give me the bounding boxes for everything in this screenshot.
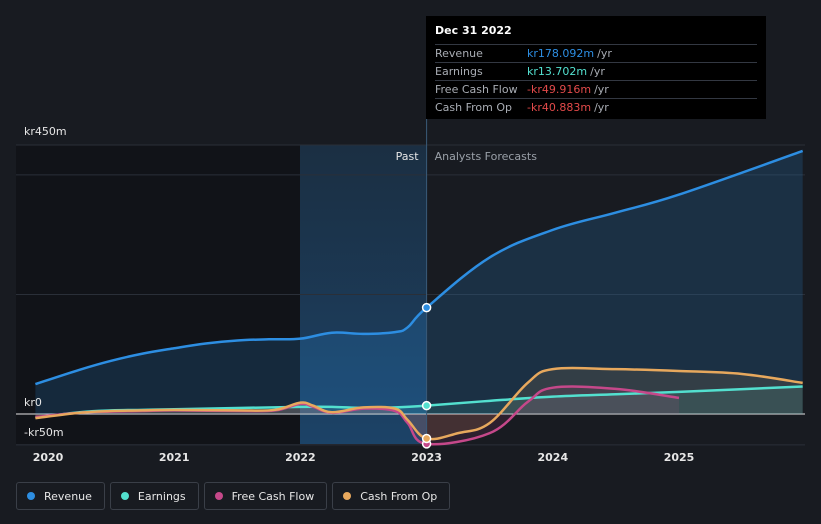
legend-label: Revenue [44,489,92,503]
tooltip-row-unit: /yr [590,65,605,78]
tooltip-date: Dec 31 2022 [435,24,512,37]
past-label: Past [396,150,420,163]
x-tick-label: 2021 [159,451,190,464]
legend-label: Free Cash Flow [231,489,315,503]
legend-dot-icon [343,492,352,500]
tooltip-row-unit: /yr [594,101,609,114]
tooltip: Dec 31 2022 Revenue kr178.092m /yr Earni… [426,16,766,119]
cash-from-op-marker [421,433,432,444]
x-tick-label: 2025 [664,451,695,464]
tooltip-row-value: -kr49.916m [527,83,592,96]
chart: kr450m kr0 -kr50m 2020 2021 2022 2023 2024 2025… [16,16,805,464]
legend-label: Earnings [137,489,186,503]
tooltip-row-cash-from-op: Cash From Op -kr40.883m /yr [435,98,757,116]
x-tick-label: 2023 [411,451,442,464]
legend-item-revenue[interactable]: Revenue [16,482,105,510]
y-tick-label: -kr50m [24,426,64,439]
earnings-marker [421,400,432,411]
legend-item-cash-from-op[interactable]: Cash From Op [332,482,451,510]
tooltip-row-revenue: Revenue kr178.092m /yr [435,44,757,62]
tooltip-row-label: Cash From Op [435,101,513,114]
revenue-line [34,149,804,386]
y-tick-label: kr0 [24,396,42,409]
legend-label: Cash From Op [360,489,438,503]
y-axis-labels: kr450m kr0 -kr50m [24,125,67,439]
tooltip-row-value: -kr40.883m [527,101,592,114]
cash-from-op-line [35,366,803,441]
tooltip-row-unit: /yr [594,83,609,96]
legend-dot-icon [27,492,35,500]
tooltip-markers [421,302,432,449]
tooltip-row-label: Revenue [435,47,483,60]
y-tick-label: kr450m [24,125,67,138]
legend: Revenue Earnings Free Cash Flow Cash Fro… [16,482,451,512]
free-cash-flow-area [35,386,679,445]
legend-item-earnings[interactable]: Earnings [109,482,199,510]
legend-item-free-cash-flow[interactable]: Free Cash Flow [203,482,328,510]
x-tick-label: 2022 [285,451,316,464]
analysts-forecasts-label: Analysts Forecasts [435,150,538,163]
tooltip-row-value: kr178.092m [527,47,595,60]
legend-dot-icon [214,492,223,500]
tooltip-row-label: Earnings [435,65,483,78]
revenue-area [35,150,803,414]
x-tick-label: 2024 [537,451,568,464]
tooltip-row-earnings: Earnings kr13.702m /yr [435,62,757,80]
legend-dot-icon [120,492,129,500]
tooltip-row-unit: /yr [597,47,612,60]
grid [16,144,805,446]
tooltip-row-free-cash-flow: Free Cash Flow -kr49.916m /yr [435,80,757,98]
revenue-marker [421,302,432,313]
x-tick-label: 2020 [33,451,64,464]
x-axis-labels: 2020 2021 2022 2023 2024 2025 [33,451,695,464]
cash-from-op-area [35,367,803,440]
tooltip-row-label: Free Cash Flow [435,83,518,96]
series-lines [34,149,804,446]
tooltip-row-value: kr13.702m [527,65,588,78]
